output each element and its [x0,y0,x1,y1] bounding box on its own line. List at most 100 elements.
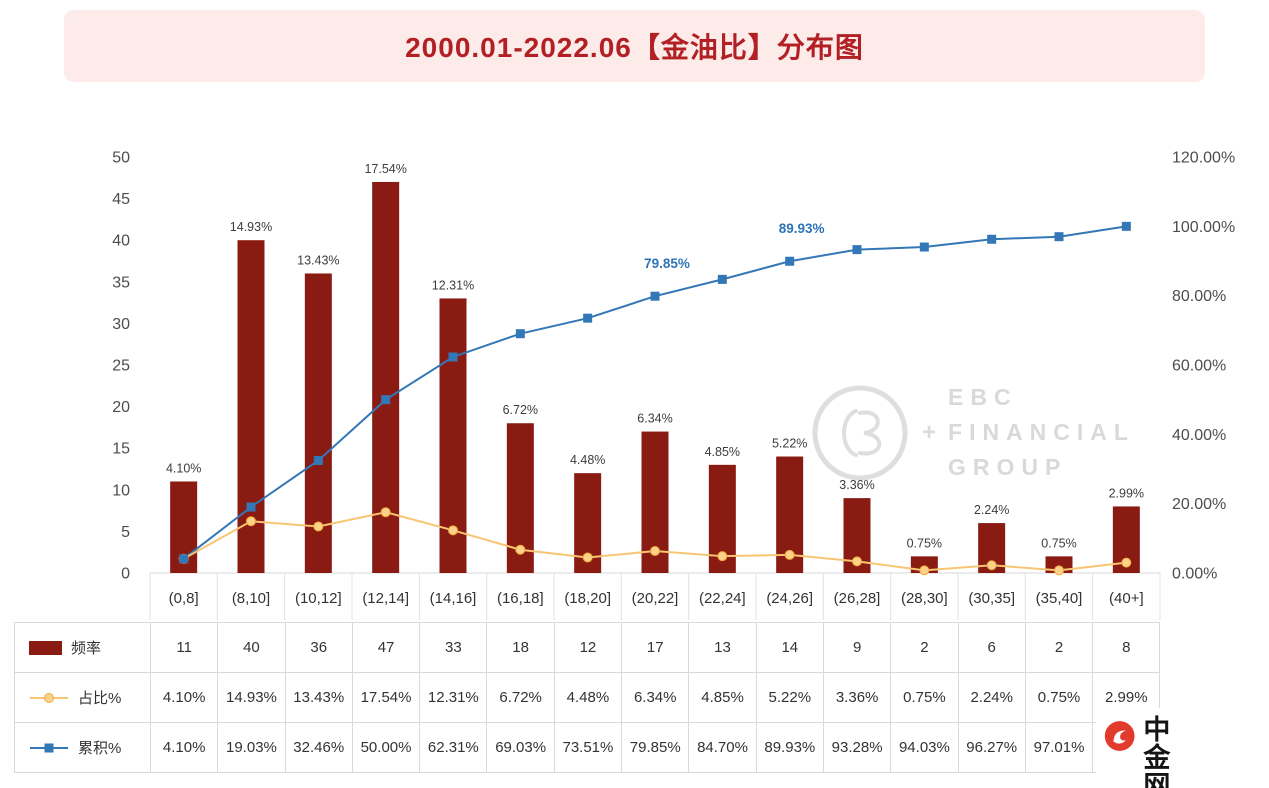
left-axis-tick: 50 [112,150,130,167]
left-axis-tick: 10 [112,482,130,499]
x-category-label: (22,24] [699,590,746,607]
cumulative-value-cell: 84.70% [689,723,757,773]
bar-percentage-label: 0.75% [907,536,942,550]
bar-percentage-label: 5.22% [772,437,807,451]
right-axis-tick: 20.00% [1172,496,1226,513]
cumulative-value-cell: 94.03% [891,723,959,773]
ratio-marker [852,556,862,567]
left-axis-tick: 30 [112,316,130,333]
pareto-chart: 50454035302520151050120.00%100.00%80.00%… [112,150,1235,620]
x-category-label: (24,26] [766,590,813,607]
x-category-label: (18,20] [564,590,611,607]
left-axis-tick: 25 [112,358,130,375]
cumulative-marker [717,274,727,284]
legend-label-ratio: 占比% [78,690,122,707]
cumulative-value-cell: 89.93% [756,723,824,773]
left-axis-tick: 0 [121,566,130,583]
cumulative-value-cell: 69.03% [487,723,555,773]
ratio-marker [515,544,526,555]
ratio-marker [1121,557,1132,568]
ratio-value-cell: 4.48% [554,673,623,723]
cumulative-marker [448,352,458,362]
x-category-label: (12,14] [362,590,409,607]
cumulative-marker [852,245,862,255]
frequency-value-cell: 11 [151,623,219,673]
bar-percentage-label: 17.54% [364,162,406,176]
cumulative-annotation: 79.85% [644,256,690,271]
ratio-marker [582,552,593,563]
frequency-value-cell: 12 [554,623,623,673]
bar-percentage-label: 2.99% [1109,486,1144,500]
frequency-value-cell: 8 [1093,623,1161,673]
left-axis-tick: 45 [112,191,130,208]
cumulative-value-cell: 97.01% [1025,723,1094,773]
bar-percentage-label: 12.31% [432,278,474,292]
bar-percentage-label: 3.36% [839,478,874,492]
cumulative-marker [381,395,391,405]
frequency-value-cell: 18 [487,623,555,673]
left-axis-tick: 20 [112,399,130,416]
right-axis-tick: 100.00% [1172,219,1235,236]
ratio-marker [919,565,930,576]
bar-percentage-label: 14.93% [230,220,272,234]
cumulative-marker [987,234,997,244]
left-axis-tick: 40 [112,233,130,250]
legend-label-frequency: 频率 [71,640,102,657]
x-category-label: (0,8] [169,590,199,607]
x-category-label: (40+] [1109,590,1144,607]
x-category-label: (10,12] [295,590,342,607]
ratio-value-cell: 17.54% [352,673,421,723]
frequency-value-cell: 47 [352,623,421,673]
ratio-value-cell: 2.24% [958,673,1026,723]
cumulative-value-cell: 96.27% [958,723,1026,773]
right-axis-tick: 60.00% [1172,358,1226,375]
legend-label-cumulative: 累积% [78,740,122,757]
ratio-marker [717,551,728,562]
x-category-label: (28,30] [901,590,948,607]
bar-percentage-label: 4.85% [705,445,740,459]
frequency-value-cell: 40 [218,623,286,673]
ratio-marker [246,516,256,527]
bar-percentage-label: 2.24% [974,503,1009,517]
title-banner: 2000.01-2022.06【金油比】分布图 [64,10,1205,82]
left-axis-tick: 35 [112,274,130,291]
frequency-value-cell: 9 [823,623,892,673]
ratio-marker [784,549,795,560]
right-axis-tick: 80.00% [1172,288,1226,305]
brand-text: 中金网 CNGOLD.COM.CN 中文财经新媒体 [1143,716,1269,788]
left-axis-tick: 5 [121,524,130,541]
ratio-marker [380,507,391,518]
ratio-value-cell: 12.31% [420,673,488,723]
ratio-value-cell: 5.22% [756,673,824,723]
cumulative-value-cell: 93.28% [823,723,892,773]
ratio-value-cell: 13.43% [285,673,353,723]
ratio-value-cell: 4.10% [151,673,219,723]
cumulative-value-cell: 4.10% [151,723,219,773]
cumulative-marker [919,242,929,252]
ratio-marker [313,521,324,532]
frequency-value-cell: 2 [891,623,959,673]
legend-cell-ratio: 占比% [15,673,151,723]
ratio-value-cell: 3.36% [823,673,892,723]
cumulative-marker [1054,232,1064,242]
ratio-marker [986,560,997,571]
data-table: 频率 11 40 36 47 33 18 12 17 13 14 9 2 6 2 8 占比% 4.10% 14.93… [14,622,1161,773]
cumulative-value-cell: 73.51% [554,723,623,773]
frequency-value-cell: 36 [285,623,353,673]
cumulative-marker [179,554,189,564]
legend-cell-cumulative: 累积% [15,723,151,773]
cumulative-value-cell: 62.31% [420,723,488,773]
x-category-label: (35,40] [1036,590,1083,607]
cumulative-value-cell: 50.00% [352,723,421,773]
cumulative-marker [785,256,795,266]
frequency-value-cell: 13 [689,623,757,673]
cumulative-marker [1121,221,1131,231]
x-category-label: (8,10] [232,590,270,607]
frequency-value-cell: 6 [958,623,1026,673]
cumulative-marker [650,291,660,301]
cngold-logo-icon [1104,721,1135,751]
x-category-label: (14,16] [430,590,477,607]
cumulative-marker [583,313,593,323]
cumulative-legend-icon [30,743,68,752]
frequency-value-cell: 14 [756,623,824,673]
